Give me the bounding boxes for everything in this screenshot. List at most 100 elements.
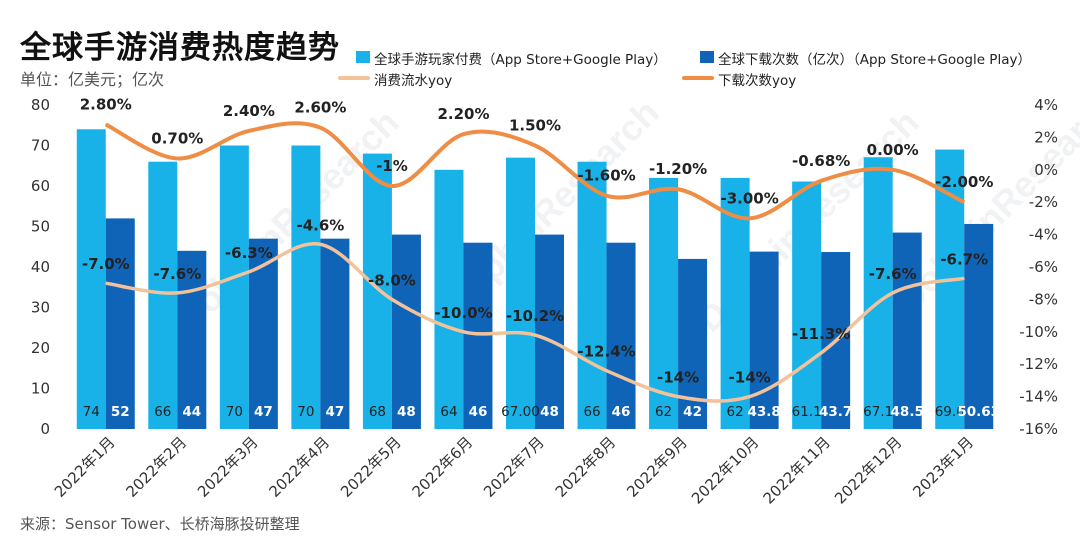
x-tick-label: 2022年11月 <box>760 433 834 507</box>
bar-spend <box>863 157 893 429</box>
bar-spend <box>506 157 535 429</box>
bar-spend-label: 66 <box>154 404 171 420</box>
point-download-yoy <box>462 133 464 135</box>
point-spend-yoy <box>391 298 393 300</box>
point-spend-yoy <box>534 334 536 336</box>
y-left-tick-label: 0 <box>40 420 50 438</box>
legend-swatch-download-bar <box>700 51 714 63</box>
legend-spend-bar: 全球手游玩家付费（App Store+Google Play） <box>374 52 667 68</box>
bar-download-label: 48.5 <box>891 404 924 420</box>
bar-spend-label: 68 <box>369 404 386 420</box>
x-tick-label: 2022年5月 <box>337 433 405 501</box>
label-spend-yoy: -8.0% <box>368 271 416 289</box>
y-right-tick-label: -8% <box>1029 290 1058 308</box>
bar-download <box>749 251 779 429</box>
point-download-yoy <box>391 185 393 187</box>
bar-download-label: 42 <box>683 404 702 420</box>
bar-download-label: 43.8 <box>747 404 780 420</box>
bar-spend-label: 67.1 <box>863 404 893 420</box>
x-tick-label: 2022年6月 <box>409 433 477 501</box>
point-spend-yoy <box>319 243 321 245</box>
legend-download-bar: 全球下载次数（亿次）（App Store+Google Play） <box>718 52 1031 68</box>
label-download-yoy: 2.20% <box>437 105 489 123</box>
point-spend-yoy <box>105 282 107 284</box>
bar-spend-label: 64 <box>440 404 457 420</box>
legend-swatch-spend-line <box>338 76 370 80</box>
label-download-yoy: -2.00% <box>935 173 993 191</box>
legend-swatch-download-line <box>682 76 714 80</box>
bar-spend-label: 74 <box>83 404 100 420</box>
point-download-yoy <box>606 195 608 197</box>
point-download-yoy <box>677 188 679 190</box>
bar-spend <box>649 177 679 429</box>
legend-download-line: 下载次数yoy <box>718 73 797 89</box>
y-right-tick-label: 0% <box>1034 161 1058 179</box>
x-tick-label: 2022年8月 <box>552 433 620 501</box>
label-spend-yoy: -6.3% <box>225 244 273 262</box>
source-note: 来源：Sensor Tower、长桥海豚投研整理 <box>20 515 300 533</box>
label-download-yoy: 2.80% <box>80 95 132 113</box>
x-tick-label: 2022年1月 <box>51 433 119 501</box>
bar-spend <box>148 161 178 429</box>
bar-download-label: 47 <box>325 404 344 420</box>
label-spend-yoy: -10.0% <box>434 304 492 322</box>
point-spend-yoy <box>606 370 608 372</box>
y-left-tick-label: 60 <box>31 177 50 195</box>
bar-spend <box>219 145 249 429</box>
point-spend-yoy <box>820 352 822 354</box>
bar-spend <box>434 169 464 430</box>
bar-spend <box>291 145 321 429</box>
label-download-yoy: -3.00% <box>720 189 778 207</box>
bar-download <box>177 250 207 429</box>
y-left-tick-label: 10 <box>31 380 50 398</box>
point-download-yoy <box>105 123 107 125</box>
legend-spend-line: 消费流水yoy <box>374 73 453 89</box>
label-spend-yoy: -14% <box>657 369 699 387</box>
label-spend-yoy: -10.2% <box>506 307 564 325</box>
bar-spend-label: 69.0 <box>935 404 965 420</box>
y-left-tick-label: 40 <box>31 258 50 276</box>
y-right-tick-label: -16% <box>1019 420 1058 438</box>
label-download-yoy: 2.60% <box>294 99 346 117</box>
bar-download-label: 50.63 <box>957 404 1000 420</box>
point-spend-yoy <box>248 271 250 273</box>
y-left-tick-label: 70 <box>31 137 50 155</box>
bar-download <box>391 234 421 429</box>
point-spend-yoy <box>462 331 464 333</box>
bar-spend <box>792 181 822 429</box>
bar-spend <box>577 161 607 429</box>
y-right-tick-label: -14% <box>1019 388 1058 406</box>
point-download-yoy <box>749 217 751 219</box>
y-right-tick-label: -2% <box>1029 193 1058 211</box>
point-spend-yoy <box>963 277 965 279</box>
bar-spend-label: 61.1 <box>792 404 822 420</box>
point-download-yoy <box>963 201 965 203</box>
x-tick-label: 2022年12月 <box>831 433 905 507</box>
label-spend-yoy: -4.6% <box>296 216 344 234</box>
chart-title: 全球手游消费热度趋势 <box>20 30 340 66</box>
y-right-tick-label: 2% <box>1034 128 1058 146</box>
bar-download <box>535 234 564 429</box>
label-spend-yoy: -7.6% <box>869 265 917 283</box>
bar-spend-label: 66 <box>583 404 600 420</box>
bar-download <box>606 242 636 429</box>
label-download-yoy: 0.70% <box>151 129 203 147</box>
y-right-tick-label: -12% <box>1019 355 1058 373</box>
label-download-yoy: 2.40% <box>223 102 275 120</box>
bar-download-label: 46 <box>612 404 631 420</box>
point-download-yoy <box>534 145 536 146</box>
point-download-yoy <box>248 130 250 132</box>
bar-spend-label: 62 <box>655 404 672 420</box>
y-left-tick-label: 80 <box>31 96 50 114</box>
bar-download <box>320 238 350 429</box>
bar-spend <box>362 153 392 429</box>
bar-download-label: 48 <box>540 404 559 420</box>
bar-download-label: 44 <box>182 404 201 420</box>
point-download-yoy <box>176 157 178 159</box>
label-spend-yoy: -7.0% <box>82 255 130 273</box>
label-download-yoy: -1.60% <box>577 167 635 185</box>
label-download-yoy: -1.20% <box>649 160 707 178</box>
point-spend-yoy <box>749 396 751 398</box>
bar-spend <box>935 149 965 430</box>
x-tick-label: 2023年1月 <box>909 433 977 501</box>
